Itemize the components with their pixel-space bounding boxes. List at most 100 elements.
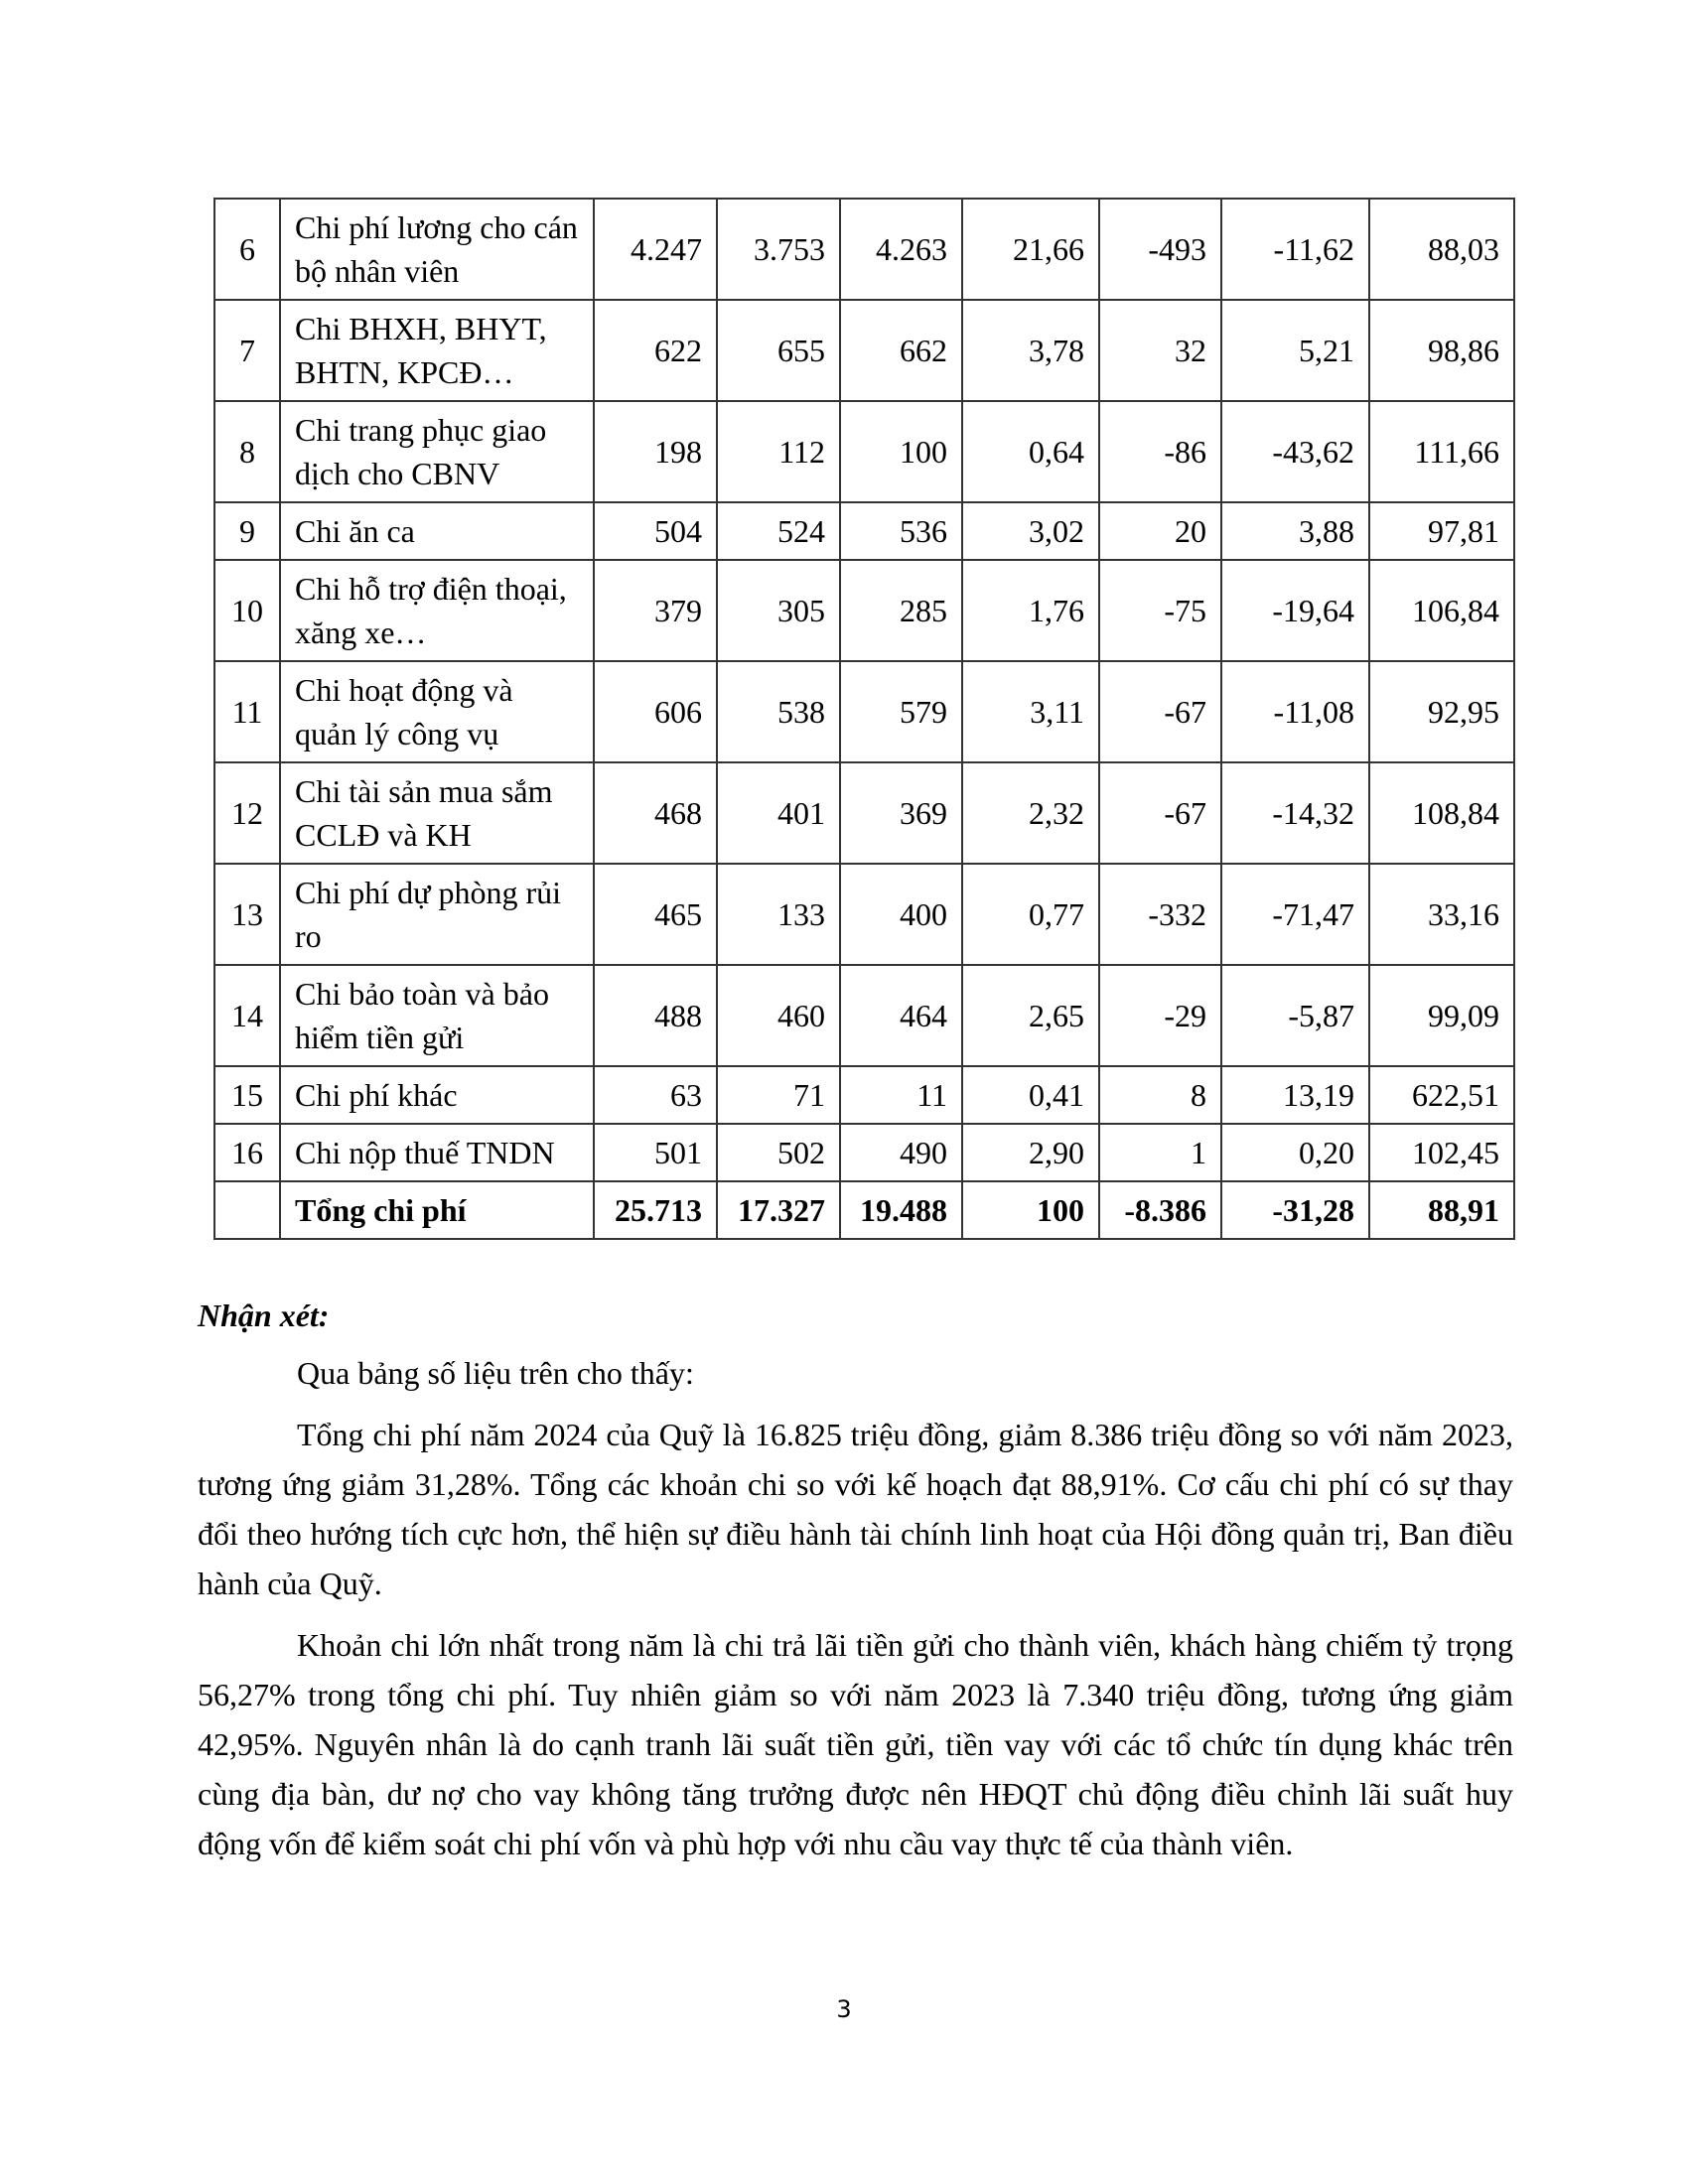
table-cell: 108,84 <box>1368 761 1515 865</box>
comment: Nhận xét: Qua bảng số liệu trên cho thấy… <box>198 1291 1513 1880</box>
table-row: 8 Chi trang phục giao dịch cho CBNV 198 112… <box>213 400 1515 503</box>
table-cell: -493 <box>1098 198 1222 301</box>
table-row: 15 Chi phí khác 63 71 11 0,41 8 13,19 622,51 <box>213 1065 1515 1125</box>
table-cell: Chi phí dự phòng rủi ro <box>279 863 595 966</box>
table-cell: 7 <box>213 299 281 402</box>
table-cell: -5,87 <box>1220 964 1370 1067</box>
table-cell: 10 <box>213 559 281 662</box>
table-cell: Chi bảo toàn và bảo hiểm tiền gửi <box>279 964 595 1067</box>
table-cell: -11,08 <box>1220 660 1370 763</box>
table-cell: 662 <box>839 299 963 402</box>
table-cell: 88,91 <box>1368 1180 1515 1240</box>
table-row: 7 Chi BHXH, BHYT, BHTN, KPCĐ… 622 655 662 3,7… <box>213 299 1515 402</box>
table-cell: 16 <box>213 1123 281 1182</box>
table-cell: 379 <box>593 559 718 662</box>
table-cell: 106,84 <box>1368 559 1515 662</box>
table-cell: -67 <box>1098 660 1222 763</box>
cost-table: 6 Chi phí lương cho cán bộ nhân viên 4.247… <box>213 198 1515 1240</box>
table-cell: 97,81 <box>1368 501 1515 561</box>
table-cell: 32 <box>1098 299 1222 402</box>
table-cell: 19.488 <box>839 1180 963 1240</box>
table-cell: -31,28 <box>1220 1180 1370 1240</box>
table-cell: 3,02 <box>961 501 1100 561</box>
table-cell: 606 <box>593 660 718 763</box>
table-cell: 8 <box>1098 1065 1222 1125</box>
table-cell: -67 <box>1098 761 1222 865</box>
table-cell: 8 <box>213 400 281 503</box>
table-cell: 0,20 <box>1220 1123 1370 1182</box>
table-cell: 2,90 <box>961 1123 1100 1182</box>
table-cell: 14 <box>213 964 281 1067</box>
table-cell: 1 <box>1098 1123 1222 1182</box>
table-cell: -8.386 <box>1098 1180 1222 1240</box>
table-cell: -11,62 <box>1220 198 1370 301</box>
table-cell: Chi nộp thuế TNDN <box>279 1123 595 1182</box>
paragraph: Khoản chi lớn nhất trong năm là chi trả … <box>198 1627 1513 1861</box>
table-cell: 460 <box>716 964 841 1067</box>
table-cell: 99,09 <box>1368 964 1515 1067</box>
table-cell: Chi BHXH, BHYT, BHTN, KPCĐ… <box>279 299 595 402</box>
table-cell: 112 <box>716 400 841 503</box>
paragraph: Qua bảng số liệu trên cho thấy: <box>297 1355 694 1391</box>
table-cell: 13,19 <box>1220 1065 1370 1125</box>
table-cell: 502 <box>716 1123 841 1182</box>
table-cell: -75 <box>1098 559 1222 662</box>
table-cell: 17.327 <box>716 1180 841 1240</box>
table-cell: 401 <box>716 761 841 865</box>
table-cell: -332 <box>1098 863 1222 966</box>
table-cell: 490 <box>839 1123 963 1182</box>
table-row: 11 Chi hoạt động và quản lý công vụ 606 538… <box>213 660 1515 763</box>
table-cell: 3,88 <box>1220 501 1370 561</box>
table-row: 14 Chi bảo toàn và bảo hiểm tiền gửi 488 46… <box>213 964 1515 1067</box>
table-cell: -86 <box>1098 400 1222 503</box>
comment-heading: Nhận xét: <box>198 1297 330 1333</box>
table-cell: 501 <box>593 1123 718 1182</box>
table-row: 13 Chi phí dự phòng rủi ro 465 133 400 0,77 -3… <box>213 863 1515 966</box>
table-cell: 3.753 <box>716 198 841 301</box>
total-row: Tổng chi phí 25.713 17.327 19.488 100 -8.386-… <box>213 1180 1515 1240</box>
table-cell: 11 <box>213 660 281 763</box>
table-cell: 464 <box>839 964 963 1067</box>
table-cell: Chi hoạt động và quản lý công vụ <box>279 660 595 763</box>
page-number: 3 <box>836 1995 852 2023</box>
paragraph: Tổng chi phí năm 2024 của Quỹ là 16.825 … <box>198 1417 1513 1601</box>
table-cell: 9 <box>213 501 281 561</box>
table-cell: -71,47 <box>1220 863 1370 966</box>
table-cell: 655 <box>716 299 841 402</box>
table-row: 6 Chi phí lương cho cán bộ nhân viên 4.247… <box>213 198 1515 301</box>
table-cell: 20 <box>1098 501 1222 561</box>
table-cell: 622 <box>593 299 718 402</box>
table-cell: 71 <box>716 1065 841 1125</box>
table-cell: 579 <box>839 660 963 763</box>
table-cell: 25.713 <box>593 1180 718 1240</box>
table-cell: 100 <box>839 400 963 503</box>
table-cell: 3,11 <box>961 660 1100 763</box>
table-cell: 6 <box>213 198 281 301</box>
table-cell: Chi tài sản mua sắm CCLĐ và KH <box>279 761 595 865</box>
table-cell: 12 <box>213 761 281 865</box>
table-cell: 538 <box>716 660 841 763</box>
table-cell: 100 <box>961 1180 1100 1240</box>
table-cell: -19,64 <box>1220 559 1370 662</box>
table-cell: 63 <box>593 1065 718 1125</box>
table-cell: 1,76 <box>961 559 1100 662</box>
table-cell: 13 <box>213 863 281 966</box>
table-cell: 524 <box>716 501 841 561</box>
table-cell: Chi trang phục giao dịch cho CBNV <box>279 400 595 503</box>
table-cell: 285 <box>839 559 963 662</box>
table-cell: 4.263 <box>839 198 963 301</box>
table-cell: 33,16 <box>1368 863 1515 966</box>
table-cell: 369 <box>839 761 963 865</box>
table-cell: 622,51 <box>1368 1065 1515 1125</box>
table-cell: 4.247 <box>593 198 718 301</box>
table-cell: 536 <box>839 501 963 561</box>
table-cell: 0,64 <box>961 400 1100 503</box>
table-cell: 133 <box>716 863 841 966</box>
table-cell: 3,78 <box>961 299 1100 402</box>
table-cell: Chi phí lương cho cán bộ nhân viên <box>279 198 595 301</box>
table-cell: 305 <box>716 559 841 662</box>
table-cell: 88,03 <box>1368 198 1515 301</box>
table-cell: 15 <box>213 1065 281 1125</box>
table-cell: Chi ăn ca <box>279 501 595 561</box>
